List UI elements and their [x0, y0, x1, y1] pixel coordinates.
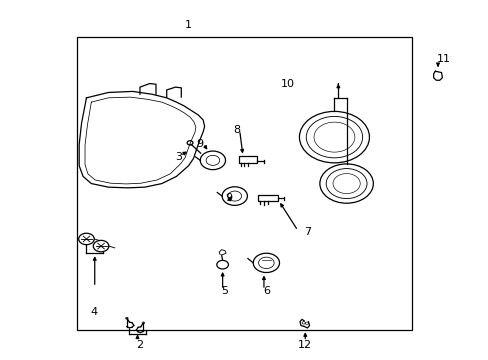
Bar: [258, 195, 277, 202]
Text: 4: 4: [90, 307, 97, 317]
Text: 5: 5: [221, 287, 228, 296]
Bar: [77, 37, 411, 330]
Text: 2: 2: [136, 340, 143, 350]
Text: 10: 10: [281, 78, 295, 89]
Text: 3: 3: [175, 152, 182, 162]
Text: 9: 9: [196, 139, 203, 149]
Text: 6: 6: [263, 287, 269, 296]
Text: 1: 1: [184, 19, 192, 30]
Bar: [238, 157, 257, 163]
Text: 11: 11: [436, 54, 450, 64]
Text: 12: 12: [298, 340, 312, 350]
Text: 8: 8: [233, 125, 240, 135]
Text: 9: 9: [225, 193, 232, 203]
Text: 7: 7: [304, 227, 311, 237]
